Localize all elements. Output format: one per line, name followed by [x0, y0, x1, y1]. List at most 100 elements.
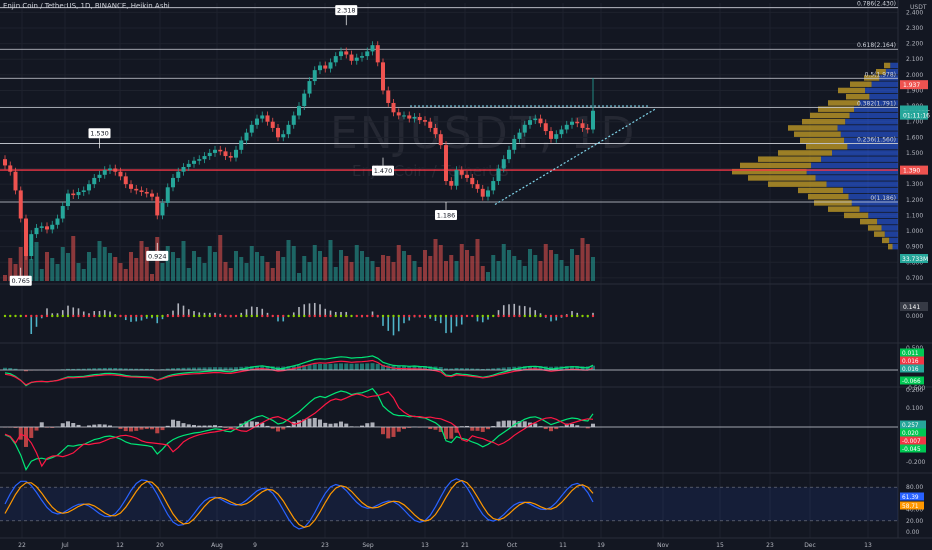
candle-body	[270, 121, 275, 128]
candle-body	[438, 134, 443, 146]
macd2-signal-line	[4, 391, 594, 468]
volume-bar	[575, 255, 580, 281]
candle-body	[260, 115, 265, 119]
candle-body	[97, 174, 102, 178]
macd-histogram-bar	[181, 367, 186, 370]
volume-bar	[449, 255, 454, 281]
candle-body	[407, 115, 412, 119]
time-tick-label: 12	[116, 542, 124, 549]
squeeze-dot	[360, 314, 364, 318]
macd2-histogram-bar	[465, 425, 469, 427]
macd-histogram-bar	[475, 368, 480, 370]
squeeze-dot	[114, 314, 117, 318]
macd2-histogram-bar	[570, 423, 574, 427]
squeeze-dot	[560, 314, 563, 318]
candle-body	[192, 160, 196, 164]
candle-body	[538, 118, 543, 124]
squeeze-dot	[502, 314, 505, 318]
macd-value-tag	[900, 376, 924, 385]
candle-body	[55, 218, 60, 225]
macd2-histogram-bar	[438, 427, 443, 432]
macd-histogram-bar	[501, 367, 506, 370]
candle-body	[50, 224, 55, 230]
squeeze-dot	[539, 314, 542, 318]
volume-bar	[76, 263, 81, 281]
volume-bar	[281, 257, 286, 281]
macd2-value-tag	[900, 420, 926, 429]
macd-histogram-bar	[265, 366, 270, 370]
price-tick-label: 1.100	[906, 212, 923, 219]
candle-body	[486, 190, 490, 197]
macd-histogram-bar	[186, 367, 191, 370]
squeeze-dot	[98, 314, 101, 318]
stoch-value-label: 61.39	[902, 495, 919, 501]
macd2-histogram-bar	[176, 420, 181, 427]
macd2-histogram-bar	[543, 427, 548, 430]
price-unit-label: USDT	[910, 4, 927, 11]
macd-histogram-bar	[192, 367, 196, 370]
fib-level-label: 0.5(1.978)	[865, 71, 896, 78]
macd-histogram-bar	[129, 368, 133, 370]
candle-body	[92, 177, 97, 185]
volume-bar	[459, 244, 464, 281]
macd-histogram-bar	[564, 366, 569, 370]
fib-level-label: 0.382(1.791)	[857, 100, 896, 107]
macd-histogram-bar	[223, 367, 228, 370]
squeeze-dot	[40, 314, 43, 318]
squeeze-dot	[371, 314, 374, 318]
macd-histogram-bar	[402, 365, 406, 370]
squeeze-dot	[303, 314, 306, 318]
time-tick-label: 11	[559, 542, 567, 549]
time-tick-label: 9	[253, 542, 257, 549]
candle-body	[423, 120, 427, 122]
price-tag	[900, 110, 928, 120]
candle-body	[449, 181, 454, 186]
candle-body	[71, 193, 76, 196]
volume-bar	[45, 252, 49, 281]
volume-bar	[39, 269, 44, 281]
macd2-histogram-bar	[522, 421, 527, 427]
stoch-value-tag	[900, 492, 924, 501]
candle-body	[323, 65, 328, 69]
candle-body	[433, 127, 438, 135]
macd2-histogram-bar	[454, 427, 459, 433]
squeeze-dot	[234, 314, 238, 318]
squeeze-dot	[14, 314, 17, 318]
macd2-histogram-bar	[391, 427, 396, 437]
macd-histogram-bar	[71, 368, 76, 370]
macd-histogram-bar	[118, 368, 123, 370]
macd2-histogram-bar	[123, 427, 128, 432]
candle-body	[491, 181, 496, 191]
volume-bar	[176, 258, 181, 281]
volume-bar	[192, 251, 196, 281]
candle-body	[365, 51, 370, 57]
squeeze-dot	[423, 314, 427, 318]
squeeze-dot	[108, 314, 112, 318]
volume-profile-bar	[843, 187, 898, 194]
volume-bar	[81, 269, 86, 281]
squeeze-dot	[471, 314, 474, 318]
candle-body	[181, 166, 186, 172]
fib-level-label: 0.236(1.560)	[857, 137, 896, 144]
candle-body	[81, 190, 86, 192]
macd-value-label: 0.016	[902, 359, 919, 365]
candle-body	[375, 45, 380, 63]
volume-bar	[286, 240, 291, 281]
volume-profile-bar	[850, 81, 872, 87]
candle-body	[186, 163, 191, 167]
macd-value-tag	[900, 348, 924, 357]
momentum-tag-label: 0.141	[903, 304, 920, 311]
candle-body	[213, 149, 217, 153]
squeeze-dot	[549, 314, 553, 318]
price-tag-label: 01:11:16	[903, 113, 930, 120]
candle-body	[528, 120, 532, 125]
volume-profile-bar	[859, 100, 898, 106]
macd-histogram-bar	[66, 368, 70, 370]
time-tick-label: 22	[18, 542, 26, 549]
ascending-trendline	[494, 108, 656, 205]
squeeze-dot	[387, 314, 390, 318]
candle-body	[339, 51, 343, 57]
volume-bar	[444, 261, 448, 281]
stoch-tick-label: 80.00	[906, 484, 923, 491]
